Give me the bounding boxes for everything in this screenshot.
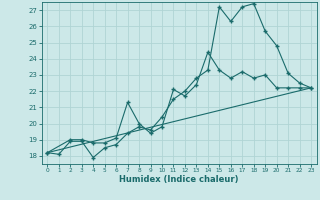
X-axis label: Humidex (Indice chaleur): Humidex (Indice chaleur) xyxy=(119,175,239,184)
